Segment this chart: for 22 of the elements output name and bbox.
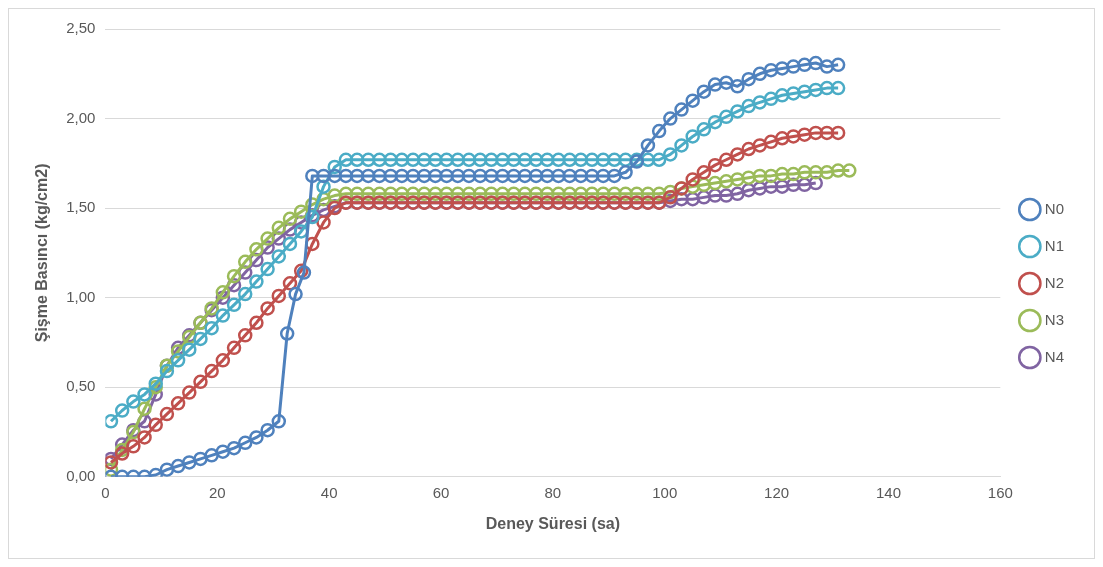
x-tick-label: 120 xyxy=(764,483,790,501)
y-tick-label: 2,00 xyxy=(66,108,96,126)
y-tick-label: 1,00 xyxy=(66,287,96,305)
x-tick-label: 140 xyxy=(875,483,901,501)
y-tick-label: 2,50 xyxy=(66,19,96,37)
y-tick-label: 1,50 xyxy=(66,198,96,216)
y-tick-label: 0,00 xyxy=(66,466,96,484)
x-tick-label: 40 xyxy=(320,483,338,501)
x-tick-label: 100 xyxy=(652,483,678,501)
x-axis-title: Deney Süresi (sa) xyxy=(485,514,620,532)
x-tick-label: 20 xyxy=(208,483,226,501)
legend-label: N1 xyxy=(1044,236,1065,254)
legend-label: N4 xyxy=(1044,347,1065,365)
legend-label: N2 xyxy=(1044,273,1065,291)
x-tick-label: 80 xyxy=(544,483,562,501)
legend-label: N0 xyxy=(1044,199,1065,217)
x-tick-label: 0 xyxy=(101,483,110,501)
x-tick-label: 160 xyxy=(987,483,1013,501)
y-tick-label: 0,50 xyxy=(66,377,96,395)
x-tick-label: 60 xyxy=(432,483,450,501)
y-axis-title: Şişme Basıncı (kg/cm2) xyxy=(33,163,51,343)
legend-label: N3 xyxy=(1044,310,1065,328)
